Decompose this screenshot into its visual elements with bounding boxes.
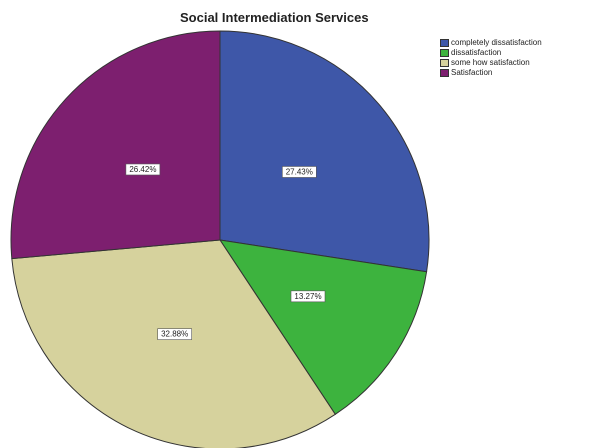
slice-label-box-0 xyxy=(282,166,317,178)
legend-item: some how satisfaction xyxy=(440,58,542,68)
legend-swatch-2 xyxy=(440,59,449,67)
slice-label-text-1: 13.27% xyxy=(294,292,321,301)
pie-slice-2 xyxy=(11,239,336,448)
chart-title: Social Intermediation Services xyxy=(180,10,369,25)
pie-slice-1 xyxy=(218,239,428,416)
legend-label-3: Satisfaction xyxy=(451,68,493,77)
legend-label-1: dissatisfaction xyxy=(451,48,502,57)
legend-label-0: completely dissatisfaction xyxy=(451,38,542,47)
legend: completely dissatisfaction dissatisfacti… xyxy=(440,38,542,78)
legend-swatch-3 xyxy=(440,69,449,77)
legend-item: completely dissatisfaction xyxy=(440,38,542,48)
legend-item: dissatisfaction xyxy=(440,48,542,58)
slice-label-text-3: 26.42% xyxy=(129,165,156,174)
slice-label-3: 26.42% xyxy=(125,163,161,176)
legend-swatch-1 xyxy=(440,49,449,57)
slice-label-2: 32.88% xyxy=(157,328,192,340)
slice-label-box-2 xyxy=(157,328,192,340)
legend-label-2: some how satisfaction xyxy=(451,58,530,67)
slice-label-text-2: 32.88% xyxy=(161,330,188,339)
slice-label-text-0: 27.43% xyxy=(286,167,313,176)
slice-label-box-3 xyxy=(125,163,161,176)
pie-slice-0 xyxy=(219,30,430,273)
pie-slice-3 xyxy=(10,30,221,260)
legend-swatch-0 xyxy=(440,39,449,47)
slice-label-box-1 xyxy=(290,290,326,303)
slice-label-0: 27.43% xyxy=(282,166,317,178)
slice-label-1: 13.27% xyxy=(290,290,326,303)
legend-item: Satisfaction xyxy=(440,68,542,78)
